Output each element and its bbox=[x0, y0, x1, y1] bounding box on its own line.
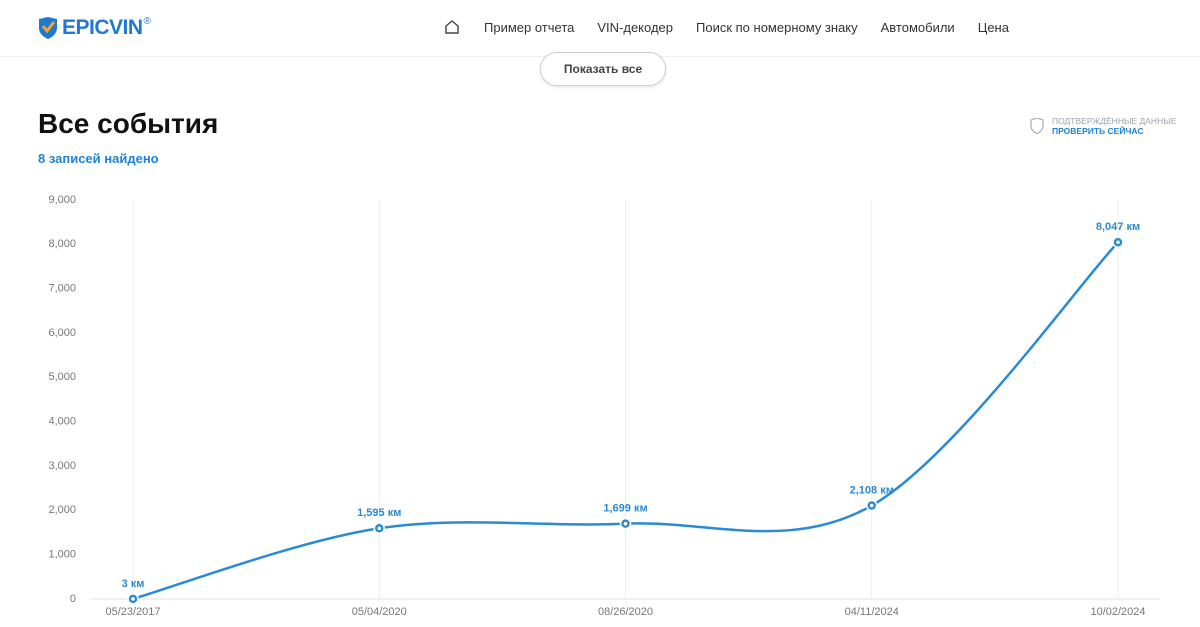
section-title: Все события bbox=[38, 108, 219, 139]
data-point-center bbox=[869, 503, 874, 508]
value-label: 3 км bbox=[122, 578, 145, 590]
x-tick-label: 10/02/2024 bbox=[1090, 606, 1145, 618]
y-tick-label: 8,000 bbox=[48, 238, 76, 250]
data-point-center bbox=[377, 526, 382, 531]
show-all-button[interactable]: Показать все bbox=[540, 52, 666, 86]
badge-label: ПОДТВЕРЖДЁННЫЕ ДАННЫЕ bbox=[1052, 116, 1177, 126]
x-tick-label: 04/11/2024 bbox=[845, 606, 899, 618]
value-label: 1,699 км bbox=[603, 503, 647, 515]
header: EPICVIN ® Пример отчета VIN-декодер Поис… bbox=[0, 0, 1200, 57]
section-subtitle: 8 записей найдено bbox=[38, 151, 159, 166]
logo[interactable]: EPICVIN ® bbox=[38, 16, 151, 40]
y-tick-label: 3,000 bbox=[48, 460, 76, 472]
nav-link[interactable]: Пример отчета bbox=[484, 19, 575, 35]
y-tick-label: 2,000 bbox=[48, 504, 76, 516]
value-label: 8,047 км bbox=[1096, 221, 1140, 233]
nav-link[interactable]: Автомобили bbox=[880, 19, 955, 35]
mileage-line bbox=[132, 241, 1119, 601]
verified-badge[interactable]: ПОДТВЕРЖДЁННЫЕ ДАННЫЕ ПРОВЕРИТЬ СЕЙЧАС bbox=[1030, 116, 1176, 136]
x-tick-label: 05/04/2020 bbox=[352, 606, 407, 618]
logo-text: EPICVIN bbox=[62, 16, 143, 39]
logo-mark: ® bbox=[143, 16, 151, 27]
y-tick-label: 0 bbox=[70, 593, 76, 605]
value-label: 1,595 км bbox=[357, 507, 401, 519]
y-tick-label: 9,000 bbox=[48, 194, 76, 206]
y-tick-label: 6,000 bbox=[48, 327, 76, 339]
nav-link[interactable]: Поиск по номерному знаку bbox=[696, 19, 858, 35]
y-tick-label: 7,000 bbox=[48, 283, 76, 295]
data-point-center bbox=[1116, 240, 1120, 245]
y-tick-label: 5,000 bbox=[48, 371, 76, 383]
logo-icon bbox=[39, 17, 57, 39]
value-label: 2,108 км bbox=[850, 484, 894, 496]
y-tick-label: 1,000 bbox=[48, 549, 76, 561]
x-tick-label: 08/26/2020 bbox=[598, 606, 653, 618]
data-point-center bbox=[623, 521, 628, 526]
x-tick-label: 05/23/2017 bbox=[105, 606, 160, 618]
home-icon[interactable] bbox=[444, 19, 460, 35]
nav: Пример отчета VIN-декодер Поиск по номер… bbox=[444, 19, 1032, 35]
y-tick-label: 4,000 bbox=[48, 416, 76, 428]
badge-text: ПОДТВЕРЖДЁННЫЕ ДАННЫЕ ПРОВЕРИТЬ СЕЙЧАС bbox=[1048, 116, 1176, 136]
chart: 0 1,000 2,000 3,000 4,000 5,000 6,000 7,000 8,00… bbox=[48, 194, 1160, 618]
nav-link[interactable]: VIN-декодер bbox=[597, 19, 673, 35]
badge-icon bbox=[1030, 118, 1044, 134]
badge-link[interactable]: ПРОВЕРИТЬ СЕЙЧАС bbox=[1052, 126, 1144, 136]
data-point-center bbox=[131, 597, 135, 601]
nav-link[interactable]: Цена bbox=[977, 19, 1009, 35]
